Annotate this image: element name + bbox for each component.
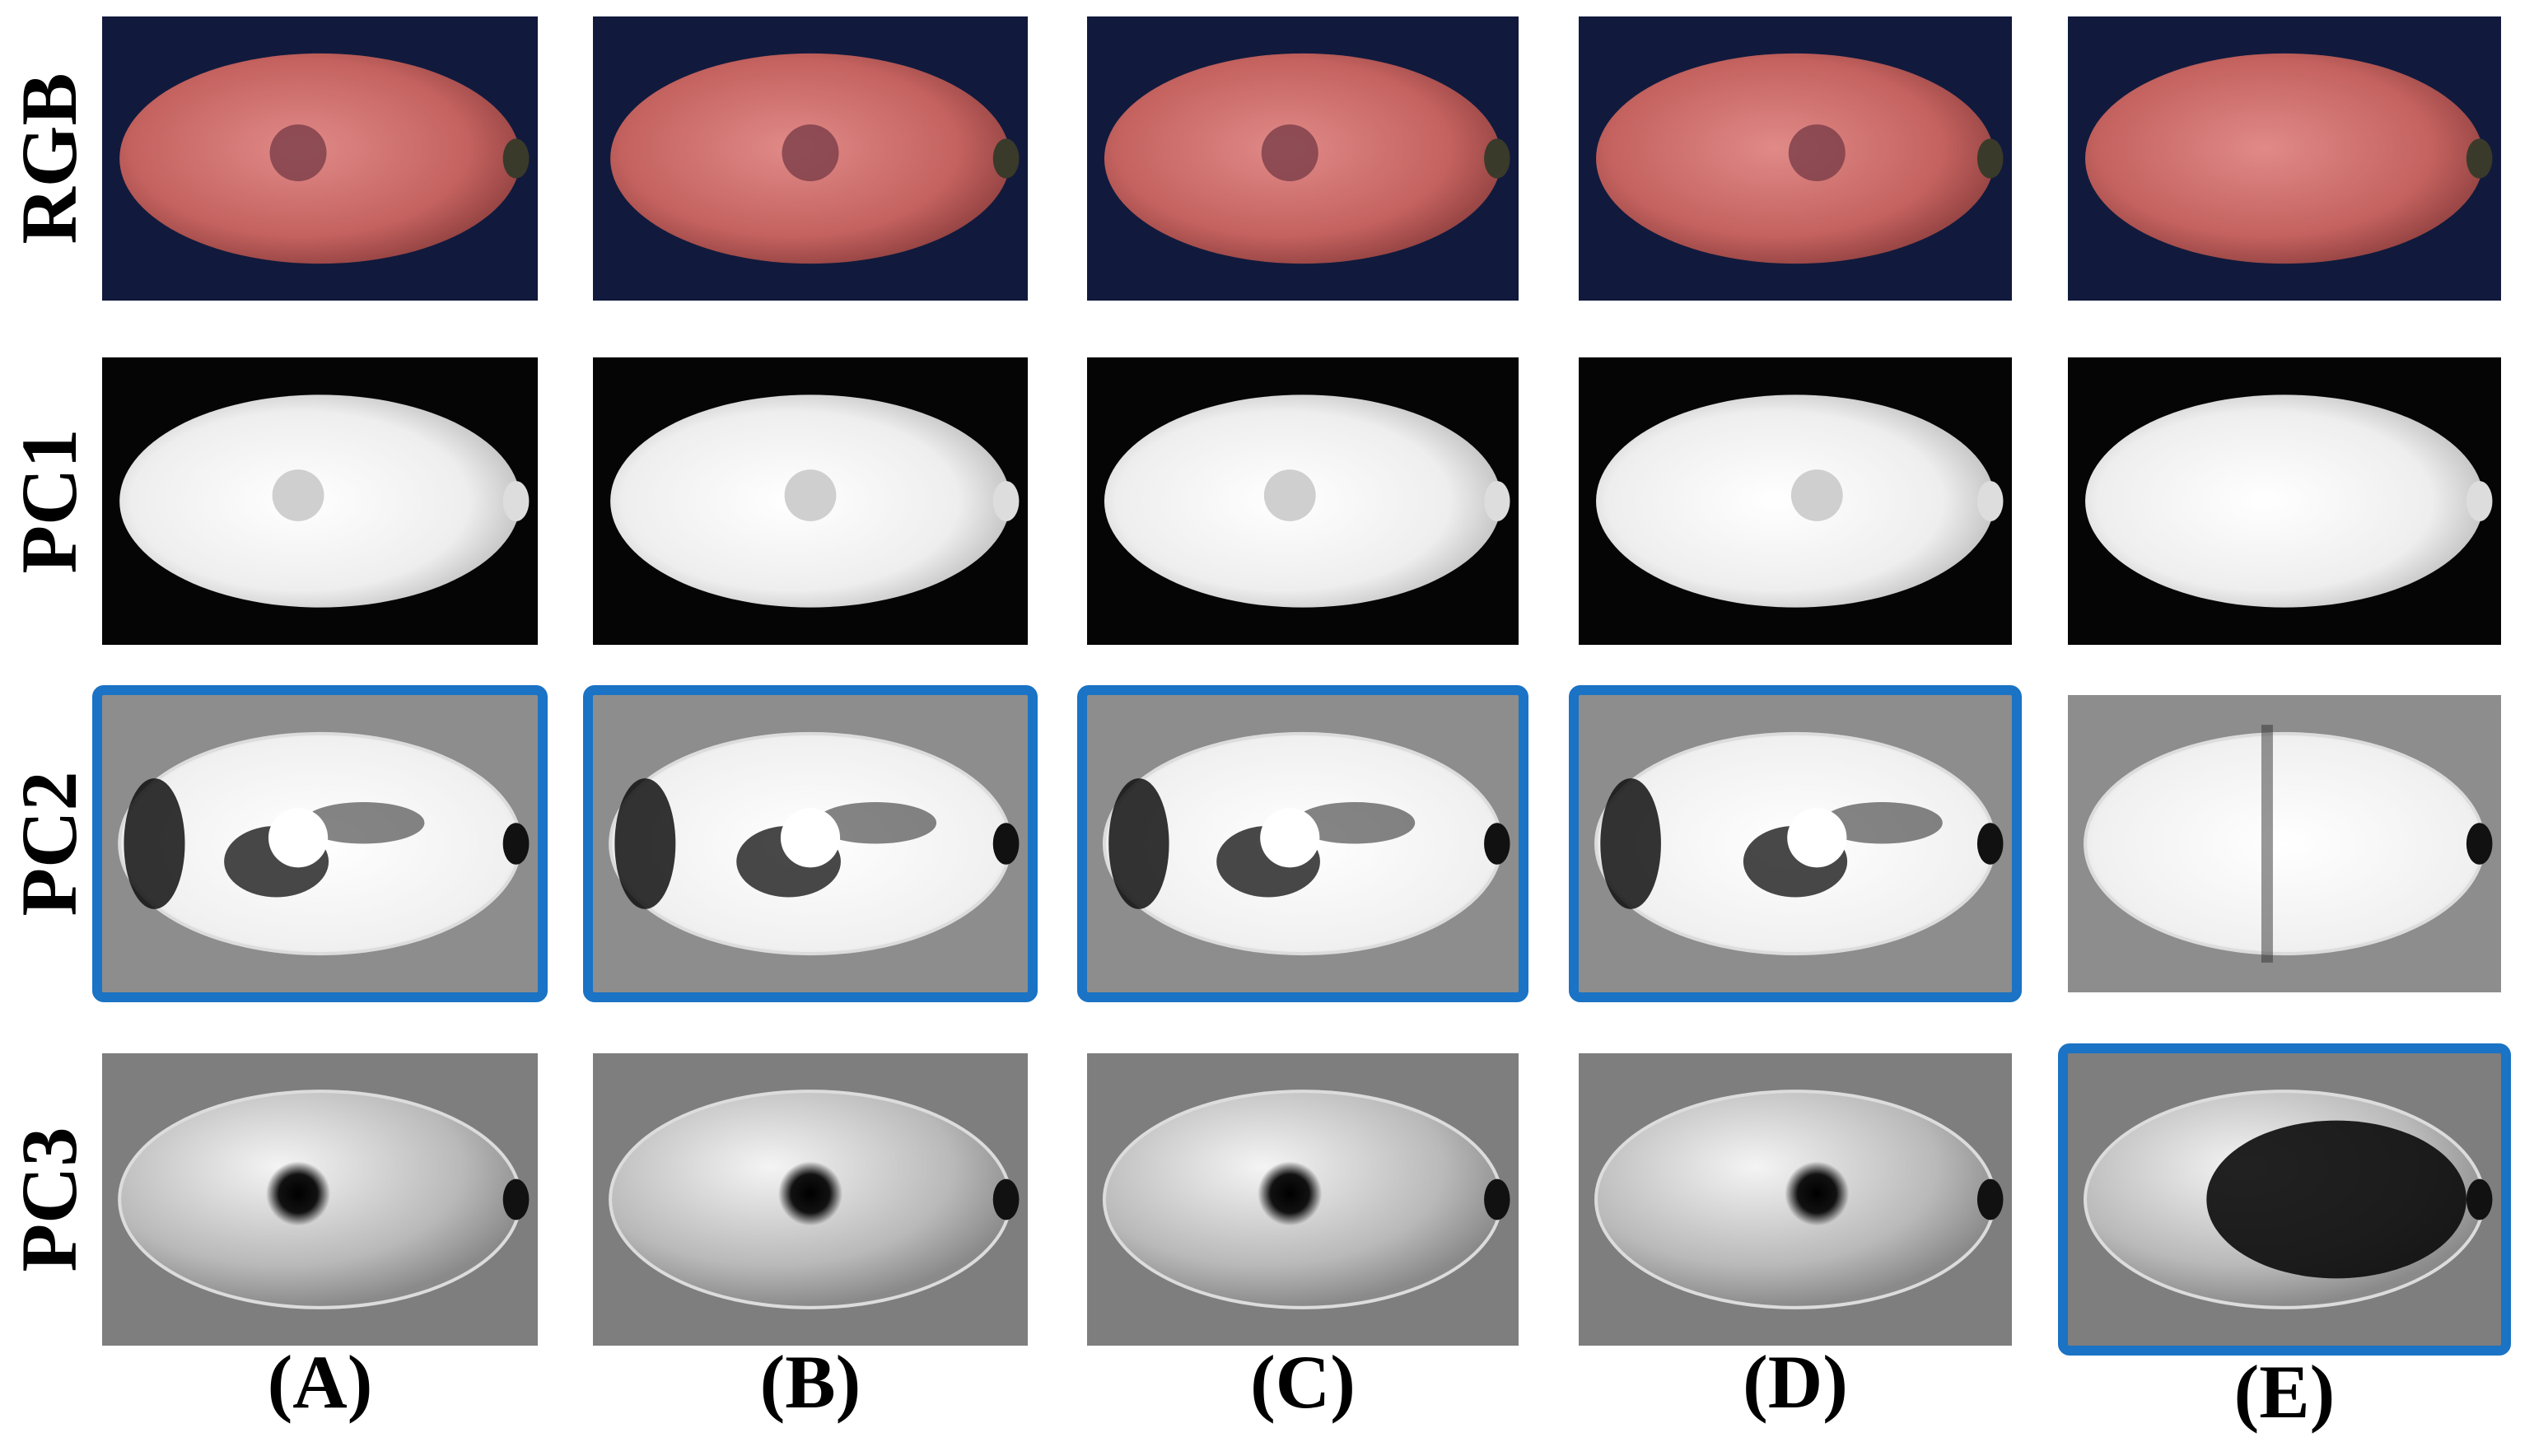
- blotch: [124, 778, 185, 909]
- column-label: (A): [268, 1340, 373, 1424]
- row-label: PC2: [5, 772, 93, 917]
- image-panel: [1569, 685, 2022, 1002]
- defect: [272, 469, 324, 521]
- column-label: (D): [1743, 1340, 1848, 1424]
- image-panel: [2068, 357, 2501, 645]
- defect: [777, 1161, 843, 1226]
- image-panel: [92, 685, 548, 1002]
- fruit-tip: [1484, 481, 1510, 521]
- defect: [1790, 469, 1843, 521]
- defect: [780, 808, 841, 868]
- fruit-tip: [502, 481, 530, 521]
- image-panel: [102, 357, 538, 645]
- column-label: (C): [1250, 1340, 1356, 1424]
- fruit-tip: [502, 1178, 530, 1220]
- highlight-frame: [92, 685, 548, 1002]
- fruit: [2084, 731, 2485, 956]
- fruit-tip: [992, 138, 1020, 179]
- defect: [1261, 124, 1318, 182]
- defect: [269, 124, 327, 182]
- image-panel: [593, 1053, 1028, 1346]
- fruit-tip: [992, 1178, 1020, 1220]
- fruit-tip: [502, 823, 530, 865]
- image-panel: [102, 16, 538, 301]
- defect: [268, 808, 329, 868]
- fruit-tip: [2466, 823, 2493, 865]
- image-panel: [1579, 1053, 2012, 1346]
- defect: [1258, 1161, 1323, 1226]
- blotch: [614, 778, 676, 909]
- highlight-frame: [2058, 1043, 2511, 1356]
- row-label: RGB: [5, 72, 93, 244]
- defect: [1785, 1161, 1850, 1226]
- blotch: [1294, 801, 1416, 844]
- image-panel: [583, 685, 1038, 1002]
- fruit-tip: [1976, 138, 2004, 179]
- fruit: [2085, 394, 2484, 608]
- row-label: PC1: [5, 429, 93, 574]
- fruit-tip: [1484, 138, 1510, 179]
- fruit-tip: [992, 481, 1020, 521]
- image-panel: [1579, 16, 2012, 301]
- column-label: (E): [2234, 1350, 2336, 1434]
- defect: [784, 469, 837, 521]
- image-panel: [102, 1053, 538, 1346]
- fruit-tip: [1976, 481, 2004, 521]
- fruit-tip: [1484, 1178, 1510, 1220]
- blotch: [814, 801, 937, 844]
- highlight-frame: [1077, 685, 1528, 1002]
- defect: [266, 1161, 331, 1226]
- image-panel: [1087, 16, 1519, 301]
- image-panel: [2058, 1043, 2511, 1356]
- fruit-tip: [1976, 823, 2004, 865]
- image-panel: [1087, 1053, 1519, 1346]
- fruit-tip: [1976, 1178, 2004, 1220]
- fruit: [2085, 53, 2484, 264]
- dark-region: [2206, 1120, 2466, 1279]
- image-panel: [1077, 685, 1528, 1002]
- defect: [1788, 124, 1846, 182]
- fruit-tip: [502, 138, 530, 179]
- image-panel: [593, 16, 1028, 301]
- blotch: [1821, 801, 1943, 844]
- blotch: [302, 801, 425, 844]
- image-panel: [1087, 357, 1519, 645]
- fruit-tip: [2466, 1178, 2493, 1220]
- blotch: [1108, 778, 1169, 909]
- highlight-frame: [1569, 685, 2022, 1002]
- defect: [782, 124, 839, 182]
- image-panel: [1579, 357, 2012, 645]
- defect: [1260, 808, 1320, 868]
- defect: [1787, 808, 1847, 868]
- fruit-tip: [992, 823, 1020, 865]
- fruit-tip: [2466, 481, 2493, 521]
- fruit-tip: [2466, 138, 2493, 179]
- defect: [1263, 469, 1316, 521]
- fruit-tip: [1484, 823, 1510, 865]
- blotch: [1600, 778, 1661, 909]
- row-label: PC3: [5, 1127, 93, 1272]
- highlight-frame: [583, 685, 1038, 1002]
- image-panel: [2068, 695, 2501, 992]
- image-panel: [593, 357, 1028, 645]
- image-panel: [2068, 16, 2501, 301]
- column-label: (B): [760, 1340, 861, 1424]
